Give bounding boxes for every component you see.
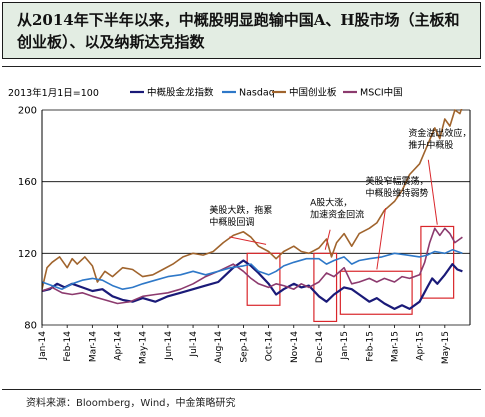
x-tick-label: Mar-14 bbox=[88, 331, 98, 362]
highlight-box bbox=[313, 252, 338, 323]
series-line-1 bbox=[42, 249, 463, 290]
annotation-text: 中概股回调 bbox=[209, 216, 254, 228]
series-line-2 bbox=[42, 109, 463, 290]
legend-label: 中国创业板 bbox=[289, 87, 337, 99]
source-note: 资料来源：Bloomberg，Wind，中金策略研究 bbox=[26, 398, 236, 409]
highlight-boxes bbox=[246, 225, 455, 323]
line-chart: 2013年1月1日=100 中概股金龙指数 Nasdaq 中国创业板 MSCI中国 美… bbox=[8, 87, 471, 365]
base-label: 2013年1月1日=100 bbox=[8, 87, 99, 99]
x-tick-label: Sep-14 bbox=[239, 331, 249, 363]
annotation-arrow bbox=[376, 208, 387, 270]
x-tick-label: May-14 bbox=[139, 331, 149, 364]
y-tick-label: 200 bbox=[18, 106, 37, 117]
x-tick-label: Jun-14 bbox=[164, 331, 174, 361]
annotation-text: 资金溢出效应， bbox=[408, 127, 471, 139]
highlight-box bbox=[339, 270, 413, 315]
top-divider bbox=[2, 66, 481, 67]
x-tick-label: Oct-14 bbox=[265, 331, 275, 362]
x-tick-label: Jan-14 bbox=[38, 331, 48, 361]
x-tick-label: Apr-14 bbox=[114, 331, 124, 361]
x-tick-label: Dec-14 bbox=[315, 331, 325, 363]
annotation-text: 中概股维持弱势 bbox=[366, 187, 429, 199]
chart-title: 从2014年下半年以来，中概股明显跑输中国A、H股市场（主板和创业板）、以及纳斯… bbox=[17, 11, 460, 51]
annotation-arrow bbox=[324, 229, 331, 250]
annotation-arrow bbox=[427, 159, 438, 225]
bottom-divider bbox=[2, 389, 481, 390]
x-tick-label: Feb-14 bbox=[63, 331, 73, 362]
x-tick-label: Jul-14 bbox=[189, 331, 199, 358]
legend-label: 中概股金龙指数 bbox=[147, 87, 214, 99]
x-tick-label: May-15 bbox=[441, 331, 451, 364]
x-tick-label: Apr-15 bbox=[416, 331, 426, 361]
axes: 80 120 160 200 Jan-14 Feb-14 Mar-14 Apr-14 May-1… bbox=[18, 106, 471, 364]
legend-label: MSCI中国 bbox=[360, 87, 403, 99]
annotation-text: A股大涨， bbox=[310, 197, 352, 209]
y-tick-label: 160 bbox=[18, 177, 37, 188]
y-tick-label: 80 bbox=[24, 321, 37, 332]
x-tick-label: Nov-14 bbox=[290, 331, 300, 363]
series-line-3 bbox=[42, 227, 463, 305]
annotation-text: 推升中概股 bbox=[408, 139, 453, 151]
highlight-box bbox=[246, 252, 281, 306]
x-tick-label: Feb-15 bbox=[365, 331, 375, 362]
x-tick-label: Mar-15 bbox=[390, 331, 400, 362]
series-line-0 bbox=[42, 259, 463, 310]
annotation-text: 美股大跌，拖累 bbox=[209, 204, 272, 216]
y-tick-label: 120 bbox=[18, 249, 37, 260]
legend-label: Nasdaq bbox=[239, 88, 275, 99]
legend: 中概股金龙指数 Nasdaq 中国创业板 MSCI中国 bbox=[130, 87, 403, 99]
annotation-text: 美股窄幅震荡， bbox=[366, 175, 429, 187]
x-tick-label: Jan-15 bbox=[340, 331, 350, 361]
highlight-box bbox=[420, 225, 455, 299]
x-tick-label: Aug-14 bbox=[214, 331, 224, 364]
series-lines bbox=[42, 109, 463, 310]
title-box: 从2014年下半年以来，中概股明显跑输中国A、H股市场（主板和创业板）、以及纳斯… bbox=[2, 2, 481, 59]
annotation-text: 加速资金回流 bbox=[310, 209, 364, 221]
annotation-arrow bbox=[229, 236, 267, 245]
